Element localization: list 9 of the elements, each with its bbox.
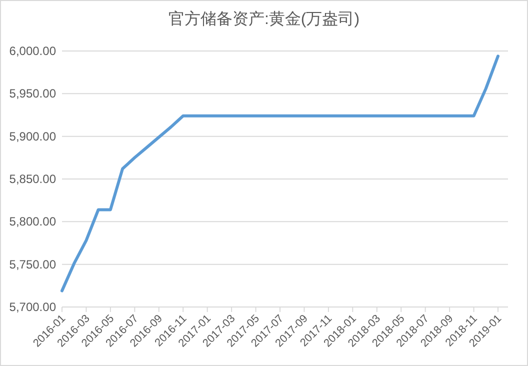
y-tick-label: 5,700.00 [9,300,56,314]
y-tick-label: 5,750.00 [9,257,56,272]
line-series [60,54,500,292]
chart-title: 官方储备资产:黄金(万盎司) [168,10,360,28]
y-tick-label: 5,950.00 [9,86,56,101]
y-tick-label: 6,000.00 [9,44,56,58]
y-tick-label: 5,900.00 [9,129,56,144]
y-tick-label: 5,850.00 [9,172,56,186]
y-tick-label: 5,800.00 [9,214,56,229]
